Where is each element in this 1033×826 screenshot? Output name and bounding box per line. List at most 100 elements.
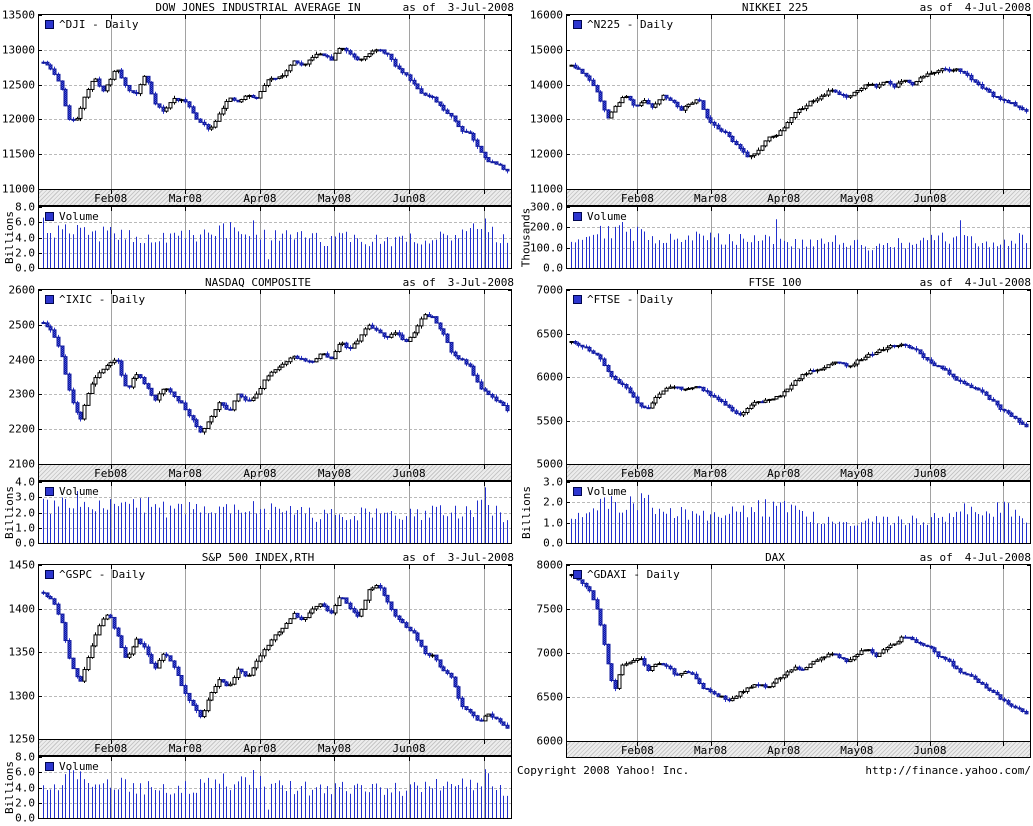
chart-header: NASDAQ COMPOSITE as of 3-Jul-2008 <box>0 275 516 289</box>
as-of-label: as of 3-Jul-2008 <box>402 551 514 564</box>
y-axis-tick-label: 11000 <box>529 182 563 196</box>
volume-legend: Volume <box>573 485 627 498</box>
series-marker-icon <box>45 20 54 29</box>
month-tick-mark <box>784 742 785 746</box>
month-tick-mark <box>857 742 858 746</box>
volume-unit-label: Billions <box>519 486 533 539</box>
candlestick-canvas <box>39 15 511 189</box>
month-tick-mark <box>1003 465 1004 469</box>
y-axis-tick-label: 6500 <box>536 327 564 340</box>
chart-title: S&P 500 INDEX,RTH <box>201 551 315 564</box>
month-tick-mark <box>111 190 112 194</box>
page-footer: Copyright 2008 Yahoo! Inc. http://financ… <box>517 764 1031 777</box>
volume-plot: Volume Billions 3.0 2.0 1.0 0.0 <box>520 477 1031 549</box>
chart-title: NIKKEI 225 <box>741 1 809 14</box>
volume-unit-label: Thousands <box>519 207 533 268</box>
month-axis: Feb08 Mar08 Apr08 May08 Jun08 <box>38 465 512 481</box>
volume-legend: Volume <box>573 210 627 223</box>
month-tick-label: May08 <box>840 192 874 205</box>
y-axis-tick-label: 2300 <box>8 387 36 401</box>
volume-tick-label: 6.0 <box>15 765 35 779</box>
month-tick-label: Jun08 <box>913 192 947 205</box>
price-plot: ^N225 - Daily 16000 15000 14000 13000 12000 1… <box>530 10 1031 195</box>
y-axis-tick-label: 6500 <box>536 690 564 704</box>
y-axis-tick-label: 12000 <box>529 147 563 161</box>
chart-title: FTSE 100 <box>748 276 802 289</box>
volume-canvas <box>39 757 511 818</box>
volume-canvas <box>567 207 1030 268</box>
month-tick-mark <box>711 742 712 746</box>
candlestick-canvas <box>567 565 1030 741</box>
chart-header: DAX as of 4-Jul-2008 <box>517 550 1033 564</box>
as-of-date: 4-Jul-2008 <box>964 276 1031 289</box>
month-tick-mark <box>930 190 931 194</box>
month-tick-label: May08 <box>317 742 352 755</box>
month-axis: Feb08 Mar08 Apr08 May08 Jun08 <box>566 465 1031 481</box>
volume-tick-label: 300.0 <box>529 200 563 214</box>
volume-marker-icon <box>45 487 54 496</box>
source-url: http://finance.yahoo.com/ <box>865 764 1031 777</box>
as-of-label: as of 4-Jul-2008 <box>919 551 1031 564</box>
series-legend: ^IXIC - Daily <box>45 293 145 306</box>
y-axis-tick-label: 16000 <box>529 8 563 22</box>
series-legend-label: ^N225 - Daily <box>587 18 674 31</box>
y-axis-tick-label: 12500 <box>1 78 35 92</box>
month-tick-mark <box>260 740 261 744</box>
volume-tick-label: 8.0 <box>15 200 35 214</box>
month-tick-label: Apr08 <box>767 192 801 205</box>
y-axis-tick-label: 13500 <box>1 8 35 22</box>
chart-title: DAX <box>765 551 785 564</box>
month-tick-label: Feb08 <box>94 742 128 755</box>
volume-tick-label: 2.0 <box>15 506 35 519</box>
candlestick-canvas <box>39 290 511 464</box>
as-of-label: as of 3-Jul-2008 <box>402 1 514 14</box>
series-legend: ^DJI - Daily <box>45 18 138 31</box>
series-marker-icon <box>45 295 54 304</box>
volume-legend: Volume <box>45 485 99 498</box>
chart-header: NIKKEI 225 as of 4-Jul-2008 <box>517 0 1033 14</box>
volume-marker-icon <box>573 487 582 496</box>
month-tick-mark <box>185 465 186 469</box>
y-axis-tick-label: 6000 <box>536 370 564 384</box>
month-tick-label: Jun08 <box>913 744 947 757</box>
volume-plot: Volume Billions 4.0 3.0 2.0 1.0 0.0 <box>3 477 512 549</box>
month-tick-label: Apr08 <box>767 467 801 480</box>
month-tick-label: May08 <box>317 467 352 480</box>
month-tick-mark <box>637 742 638 746</box>
volume-tick-label: 4.0 <box>15 231 35 244</box>
series-marker-icon <box>45 570 54 579</box>
y-axis-tick-label: 2500 <box>8 318 36 332</box>
month-tick-mark <box>1003 742 1004 746</box>
volume-tick-label: 1.0 <box>15 521 35 535</box>
y-axis-tick-label: 7000 <box>536 283 564 297</box>
volume-tick-label: 4.0 <box>15 475 35 489</box>
y-axis-tick-label: 2600 <box>8 283 36 297</box>
month-tick-label: Apr08 <box>243 467 277 480</box>
y-axis-tick-label: 1300 <box>8 689 36 702</box>
chart-title: DOW JONES INDUSTRIAL AVERAGE IN <box>155 1 361 14</box>
month-tick-label: Apr08 <box>767 744 801 757</box>
volume-plot: Volume Billions 8.0 6.0 4.0 2.0 0.0 <box>3 752 512 824</box>
volume-tick-label: 2.0 <box>15 796 35 810</box>
as-of-date: 3-Jul-2008 <box>447 276 514 289</box>
volume-legend-label: Volume <box>59 760 99 773</box>
series-marker-icon <box>573 570 582 579</box>
month-tick-mark <box>111 465 112 469</box>
month-tick-label: May08 <box>840 467 874 480</box>
month-tick-mark <box>857 465 858 469</box>
y-axis-tick-label: 2100 <box>8 457 36 471</box>
volume-plot: Volume Thousands 300.0 200.0 100.0 0.0 <box>520 202 1031 274</box>
month-tick-mark <box>930 465 931 469</box>
month-tick-label: Jun08 <box>392 467 426 480</box>
volume-legend: Volume <box>45 210 99 223</box>
month-tick-mark <box>484 465 485 469</box>
month-tick-label: May08 <box>317 192 352 205</box>
volume-plot: Volume Billions 8.0 6.0 4.0 2.0 0.0 <box>3 202 512 274</box>
y-axis-tick-label: 7000 <box>536 646 564 660</box>
chart-ftse: FTSE 100 as of 4-Jul-2008 ^FTSE - Daily 7… <box>517 275 1033 549</box>
month-tick-mark <box>784 465 785 469</box>
chart-header: S&P 500 INDEX,RTH as of 3-Jul-2008 <box>0 550 516 564</box>
month-tick-label: Jun08 <box>392 742 426 755</box>
month-tick-mark <box>484 740 485 744</box>
